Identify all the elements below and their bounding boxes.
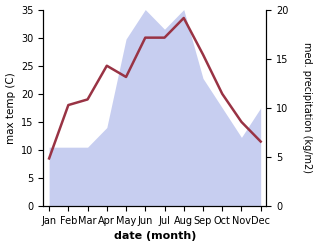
Y-axis label: med. precipitation (kg/m2): med. precipitation (kg/m2) — [302, 42, 313, 173]
X-axis label: date (month): date (month) — [114, 231, 196, 242]
Y-axis label: max temp (C): max temp (C) — [5, 72, 16, 144]
